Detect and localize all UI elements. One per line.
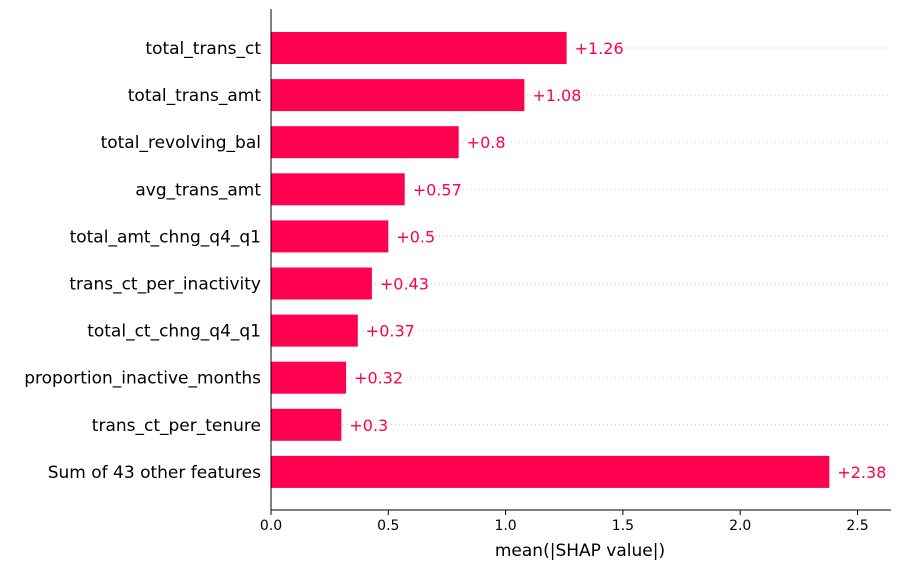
x-tick-label: 1.0 — [494, 518, 516, 534]
row-guides — [271, 47, 891, 473]
value-labels: +1.26 +1.08 +0.8 +0.57 +0.5 +0.43 +0.37 +0.32 +0… — [349, 39, 886, 482]
bar — [271, 173, 405, 206]
value-label: +0.43 — [380, 275, 429, 294]
value-label: +1.26 — [575, 39, 624, 58]
x-tick-label: 2.0 — [729, 518, 751, 534]
value-label: +0.8 — [467, 133, 506, 152]
bar — [271, 361, 347, 394]
category-labels: total_trans_ct total_trans_amt total_revol… — [24, 39, 261, 483]
value-label: +0.5 — [396, 227, 435, 246]
bar — [271, 267, 372, 300]
category-label: total_amt_chng_q4_q1 — [70, 227, 261, 247]
value-label: +0.32 — [354, 369, 403, 388]
x-tick-label: 0.5 — [377, 518, 399, 534]
category-label: total_trans_amt — [128, 86, 262, 106]
value-label: +0.57 — [413, 180, 462, 199]
value-label: +0.3 — [349, 416, 388, 435]
category-label: trans_ct_per_inactivity — [69, 275, 261, 295]
bar — [271, 455, 830, 488]
x-axis-title: mean(|SHAP value|) — [495, 541, 665, 561]
category-label: total_trans_ct — [145, 39, 261, 59]
bar — [271, 408, 342, 441]
x-tick-label: 0.0 — [260, 518, 282, 534]
bar — [271, 32, 567, 64]
category-label: avg_trans_amt — [135, 180, 261, 200]
value-label: +0.37 — [366, 322, 415, 341]
bar — [271, 79, 525, 112]
bars — [271, 32, 830, 488]
category-label: proportion_inactive_months — [24, 369, 261, 389]
x-tick-label: 2.5 — [846, 518, 868, 534]
value-label: +1.08 — [532, 86, 581, 105]
category-label: total_ct_chng_q4_q1 — [87, 322, 261, 342]
category-label: trans_ct_per_tenure — [92, 416, 261, 436]
value-label: +2.38 — [837, 463, 886, 482]
category-label: Sum of 43 other features — [48, 463, 261, 483]
x-tick-label: 1.5 — [612, 518, 634, 534]
bar — [271, 126, 459, 159]
category-label: total_revolving_bal — [101, 133, 261, 153]
bar — [271, 220, 389, 253]
x-ticks: 0.0 0.5 1.0 1.5 2.0 2.5 — [260, 510, 869, 534]
bar — [271, 314, 358, 347]
